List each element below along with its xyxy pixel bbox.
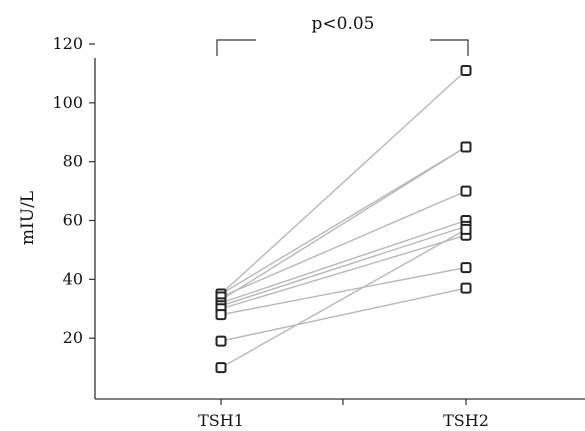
data-point-marker [460,64,472,76]
pair-line [220,228,467,369]
bracket-right-arm [430,39,469,56]
y-tick-label: 60 [63,211,83,230]
bracket-left-arm [216,39,256,56]
data-point-marker [460,141,472,153]
x-tick-label: TSH1 [198,411,244,430]
data-point-marker [460,223,472,235]
y-axis-title: mIU/L [18,191,38,245]
pair-line [220,146,467,295]
markers-group [215,64,472,374]
p-value-annotation: p<0.05 [312,14,375,34]
significance-bracket: p<0.05 [216,14,469,56]
pair-line [220,234,467,310]
y-ticks-group: 20 40 60 80 100 120 [52,34,95,347]
pair-line [220,266,467,316]
x-tick-label: TSH2 [443,411,489,430]
pair-line [220,287,467,342]
y-tick-label: 40 [63,269,83,288]
pair-lines-group [220,69,467,369]
pair-line [220,219,467,304]
y-tick-label: 80 [63,152,83,171]
x-ticks-group: TSH1 TSH2 [198,399,489,430]
axes-group [94,58,585,400]
y-tick-label: 100 [52,93,83,112]
pair-line [220,190,467,298]
data-point-marker [460,262,472,274]
data-point-marker [215,309,227,321]
data-point-marker [460,185,472,197]
data-point-marker [215,335,227,347]
pair-line [220,146,467,301]
data-point-marker [460,282,472,294]
y-tick-label: 120 [52,34,83,53]
y-tick-label: 20 [63,328,83,347]
pair-line [220,225,467,307]
data-point-marker [215,362,227,374]
pair-line [220,69,467,295]
